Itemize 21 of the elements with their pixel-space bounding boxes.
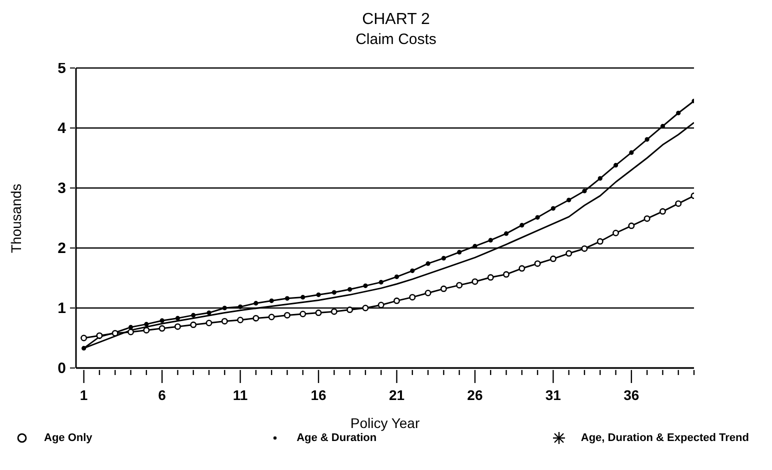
y-tick-label: 5 xyxy=(58,60,66,77)
chart-subtitle: Claim Costs xyxy=(354,30,438,50)
y-tick-label: 2 xyxy=(58,240,66,257)
x-axis-title: Policy Year xyxy=(350,415,420,431)
x-tick-label: 6 xyxy=(158,387,166,403)
x-tick-label: 16 xyxy=(310,387,327,403)
y-tick-label: 4 xyxy=(58,120,67,137)
y-tick-label: 1 xyxy=(58,300,66,317)
y-axis-title: Thousands xyxy=(8,184,24,253)
x-tick-label: 26 xyxy=(467,387,483,403)
legend-label: Age Only xyxy=(44,432,92,444)
chart-title: CHART 2 xyxy=(361,10,431,30)
x-tick-label: 31 xyxy=(545,387,562,403)
legend-label: Age, Duration & Expected Trend xyxy=(580,432,749,444)
x-tick-label: 21 xyxy=(388,387,405,403)
y-tick-label: 0 xyxy=(58,360,66,377)
x-tick-label: 36 xyxy=(624,387,640,403)
legend-label: Age & Duration xyxy=(296,432,377,444)
y-tick-label: 3 xyxy=(58,180,66,197)
x-tick-label: 11 xyxy=(232,387,248,403)
x-tick-label: 1 xyxy=(80,387,88,403)
